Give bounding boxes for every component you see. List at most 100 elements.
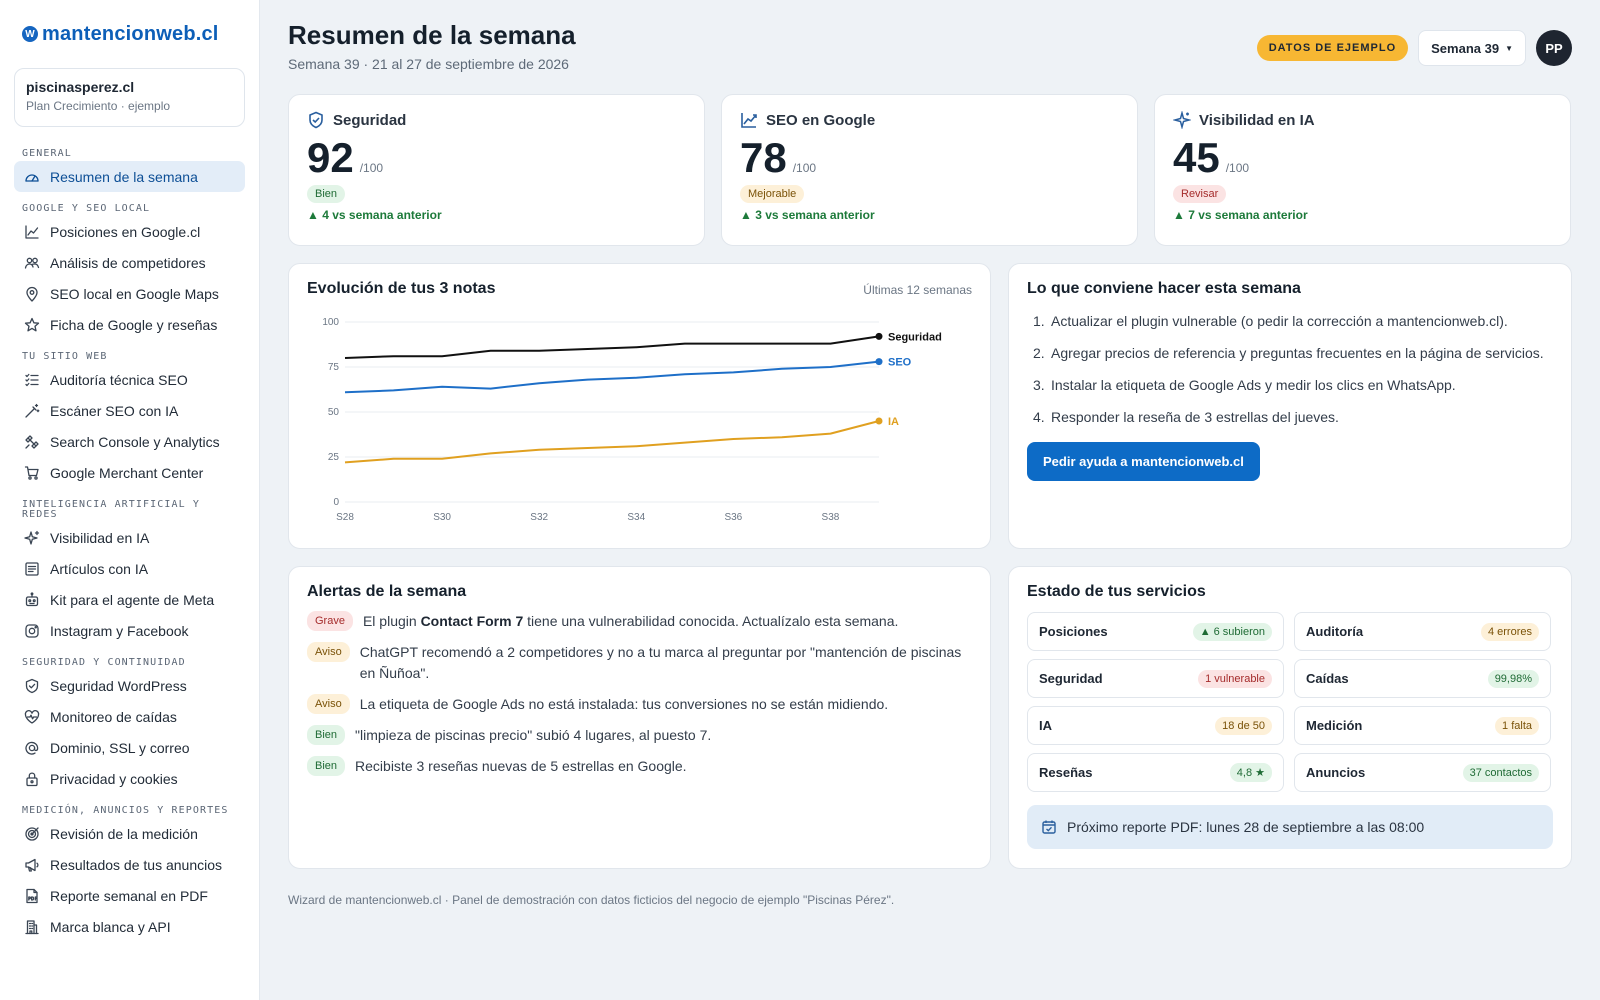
- trend-icon: [24, 224, 40, 240]
- service-tile[interactable]: Reseñas 4,8 ★: [1027, 753, 1284, 792]
- x-tick-label: S32: [530, 512, 548, 523]
- sidebar-item-label: Resumen de la semana: [50, 168, 198, 185]
- score-delta: ▲ 7 vs semana anterior: [1173, 208, 1308, 222]
- brand-logo[interactable]: W mantencionweb.cl: [14, 0, 245, 68]
- account-plan: Plan Crecimiento · ejemplo: [26, 99, 171, 113]
- service-tile[interactable]: Seguridad 1 vulnerable: [1027, 659, 1284, 698]
- alert-item[interactable]: Bien Recibiste 3 reseñas nuevas de 5 estr…: [307, 756, 972, 777]
- sidebar-item-label: Análisis de competidores: [50, 254, 206, 271]
- next-report-banner[interactable]: Próximo reporte PDF: lunes 28 de septiem…: [1027, 805, 1553, 849]
- request-help-button[interactable]: Pedir ayuda a mantencionweb.cl: [1027, 442, 1260, 481]
- sidebar-item[interactable]: Privacidad y cookies: [14, 763, 245, 794]
- score-value: 78: [740, 134, 787, 181]
- status-badge: Revisar: [1173, 185, 1227, 203]
- series-line-ia: [344, 420, 880, 464]
- alert-severity-badge: Aviso: [307, 642, 350, 662]
- sidebar-item[interactable]: Seguridad WordPress: [14, 670, 245, 701]
- series-label: SEO: [888, 357, 912, 369]
- sidebar-item-label: Search Console y Analytics: [50, 433, 220, 450]
- sidebar-item[interactable]: Kit para el agente de Meta: [14, 584, 245, 615]
- sidebar-item[interactable]: Marca blanca y API: [14, 911, 245, 942]
- service-name: Medición: [1306, 718, 1363, 733]
- sidebar-item-label: Seguridad WordPress: [50, 677, 187, 694]
- score-max: /100: [359, 161, 384, 175]
- sidebar-item[interactable]: Search Console y Analytics: [14, 426, 245, 457]
- service-tile[interactable]: Posiciones ▲ 6 subieron: [1027, 612, 1284, 651]
- sidebar-item[interactable]: Posiciones en Google.cl: [14, 216, 245, 247]
- alert-item[interactable]: Aviso ChatGPT recomendó a 2 competidores …: [307, 642, 972, 684]
- todo-item-text: Actualizar el plugin vulnerable (o pedir…: [1051, 313, 1508, 329]
- service-status-badge: 4,8 ★: [1229, 763, 1272, 782]
- x-tick-label: S30: [433, 512, 451, 523]
- account-card[interactable]: piscinasperez.cl Plan Crecimiento · ejem…: [14, 68, 245, 127]
- todo-item-text: Agregar precios de referencia y pregunta…: [1051, 345, 1544, 361]
- sidebar-item[interactable]: Análisis de competidores: [14, 247, 245, 278]
- sidebar-item-label: Revisión de la medición: [50, 825, 198, 842]
- sidebar-item[interactable]: Revisión de la medición: [14, 818, 245, 849]
- sidebar-item[interactable]: Google Merchant Center: [14, 457, 245, 488]
- alert-item[interactable]: Bien "limpieza de piscinas precio" subió …: [307, 725, 972, 746]
- alert-item[interactable]: Aviso La etiqueta de Google Ads no está i…: [307, 694, 972, 715]
- service-tile[interactable]: IA 18 de 50: [1027, 706, 1284, 745]
- sidebar-item[interactable]: Ficha de Google y reseñas: [14, 309, 245, 340]
- alert-text: El plugin Contact Form 7 tiene una vulne…: [362, 613, 899, 629]
- nav-section-title: Tu sitio web: [22, 351, 108, 362]
- account-name: piscinasperez.cl: [26, 79, 135, 95]
- sidebar-item[interactable]: Instagram y Facebook: [14, 615, 245, 646]
- sidebar-item[interactable]: Dominio, SSL y correo: [14, 732, 245, 763]
- sidebar-item-label: Posiciones en Google.cl: [50, 223, 201, 240]
- sidebar-item[interactable]: Visibilidad en IA: [14, 522, 245, 553]
- y-tick-label: 75: [328, 362, 340, 373]
- alert-text: Recibiste 3 reseñas nuevas de 5 estrella…: [355, 758, 687, 774]
- score-evolution-chart-card: Evolución de tus 3 notas Últimas 12 sema…: [288, 263, 991, 549]
- service-status-badge: 1 vulnerable: [1198, 669, 1272, 688]
- alert-text: La etiqueta de Google Ads no está instal…: [359, 696, 889, 712]
- sidebar-item[interactable]: Auditoría técnica SEO: [14, 364, 245, 395]
- robot-icon: [24, 591, 40, 608]
- x-tick-label: S34: [627, 512, 645, 523]
- week-selector[interactable]: Semana 39 ▼: [1418, 30, 1526, 66]
- star-icon: [24, 317, 40, 333]
- todo-item-text: Responder la reseña de 3 estrellas del j…: [1051, 409, 1339, 425]
- sidebar-item[interactable]: Artículos con IA: [14, 553, 245, 584]
- service-tile[interactable]: Anuncios 37 contactos: [1294, 753, 1551, 792]
- footer-note: Wizard de mantencionweb.cl · Panel de de…: [288, 893, 895, 907]
- service-tile[interactable]: Auditoría 4 errores: [1294, 612, 1551, 651]
- alert-plugin-name: Contact Form 7: [420, 613, 524, 629]
- series-label: IA: [888, 416, 899, 428]
- alert-item[interactable]: Grave El plugin Contact Form 7 tiene una …: [307, 611, 972, 632]
- y-tick-label: 100: [322, 317, 339, 328]
- sidebar-item[interactable]: Resumen de la semana: [14, 161, 245, 192]
- sidebar-item-label: Escáner SEO con IA: [50, 402, 179, 419]
- score-card-ai: Visibilidad en IA 45 /100 Revisar ▲ 7 vs…: [1154, 94, 1571, 246]
- sidebar-item[interactable]: Resultados de tus anuncios: [14, 849, 245, 880]
- service-status-badge: 4 errores: [1480, 622, 1539, 641]
- sidebar-item[interactable]: Escáner SEO con IA: [14, 395, 245, 426]
- todo-item: 2. Agregar precios de referencia y pregun…: [1027, 342, 1553, 364]
- sidebar-item[interactable]: Monitoreo de caídas: [14, 701, 245, 732]
- status-badge: Bien: [307, 185, 346, 203]
- target-icon: [24, 826, 40, 842]
- service-status-badge: 18 de 50: [1215, 716, 1272, 735]
- sidebar-item[interactable]: Reporte semanal en PDF: [14, 880, 245, 911]
- sidebar-item[interactable]: SEO local en Google Maps: [14, 278, 245, 309]
- shield-icon: [24, 678, 40, 694]
- alert-text: ChatGPT recomendó a 2 competidores y no …: [359, 644, 962, 681]
- todo-title: Lo que conviene hacer esta semana: [1027, 280, 1301, 297]
- nav-section-title: General: [22, 148, 72, 159]
- avatar[interactable]: PP: [1536, 30, 1572, 66]
- lock-icon: [24, 771, 40, 787]
- demo-data-badge: DATOS DE EJEMPLO: [1256, 35, 1409, 61]
- at-icon: [24, 740, 40, 756]
- service-name: Auditoría: [1306, 624, 1364, 639]
- service-tile[interactable]: Caídas 99,98%: [1294, 659, 1551, 698]
- chart-range-hint: Últimas 12 semanas: [863, 283, 972, 297]
- nav-section-title: Medición, anuncios y reportes: [22, 805, 229, 816]
- page-subtitle: Semana 39 · 21 al 27 de septiembre de 20…: [288, 56, 569, 72]
- service-tile[interactable]: Medición 1 falta: [1294, 706, 1551, 745]
- sidebar-item-label: Kit para el agente de Meta: [50, 591, 215, 608]
- map-pin-icon: [24, 286, 40, 302]
- todo-item-text: Instalar la etiqueta de Google Ads y med…: [1051, 377, 1456, 393]
- shield-check-icon: [307, 111, 325, 129]
- series-line-seguridad: [344, 335, 880, 359]
